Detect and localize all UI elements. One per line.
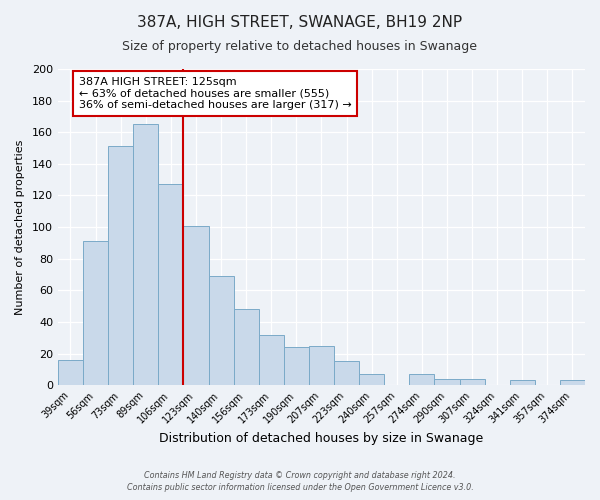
Bar bbox=[334, 362, 359, 385]
Bar bbox=[409, 374, 434, 385]
Bar bbox=[83, 242, 108, 385]
Bar bbox=[158, 184, 184, 385]
Bar bbox=[309, 346, 334, 385]
Bar bbox=[284, 347, 309, 385]
Bar bbox=[108, 146, 133, 385]
Bar bbox=[133, 124, 158, 385]
Bar bbox=[510, 380, 535, 385]
X-axis label: Distribution of detached houses by size in Swanage: Distribution of detached houses by size … bbox=[160, 432, 484, 445]
Bar bbox=[233, 310, 259, 385]
Bar bbox=[209, 276, 233, 385]
Bar bbox=[259, 334, 284, 385]
Bar bbox=[460, 379, 485, 385]
Y-axis label: Number of detached properties: Number of detached properties bbox=[15, 140, 25, 315]
Text: Size of property relative to detached houses in Swanage: Size of property relative to detached ho… bbox=[122, 40, 478, 53]
Bar bbox=[184, 226, 209, 385]
Text: Contains HM Land Registry data © Crown copyright and database right 2024.
Contai: Contains HM Land Registry data © Crown c… bbox=[127, 471, 473, 492]
Bar bbox=[359, 374, 384, 385]
Bar bbox=[58, 360, 83, 385]
Bar bbox=[560, 380, 585, 385]
Bar bbox=[434, 379, 460, 385]
Text: 387A HIGH STREET: 125sqm
← 63% of detached houses are smaller (555)
36% of semi-: 387A HIGH STREET: 125sqm ← 63% of detach… bbox=[79, 77, 352, 110]
Text: 387A, HIGH STREET, SWANAGE, BH19 2NP: 387A, HIGH STREET, SWANAGE, BH19 2NP bbox=[137, 15, 463, 30]
